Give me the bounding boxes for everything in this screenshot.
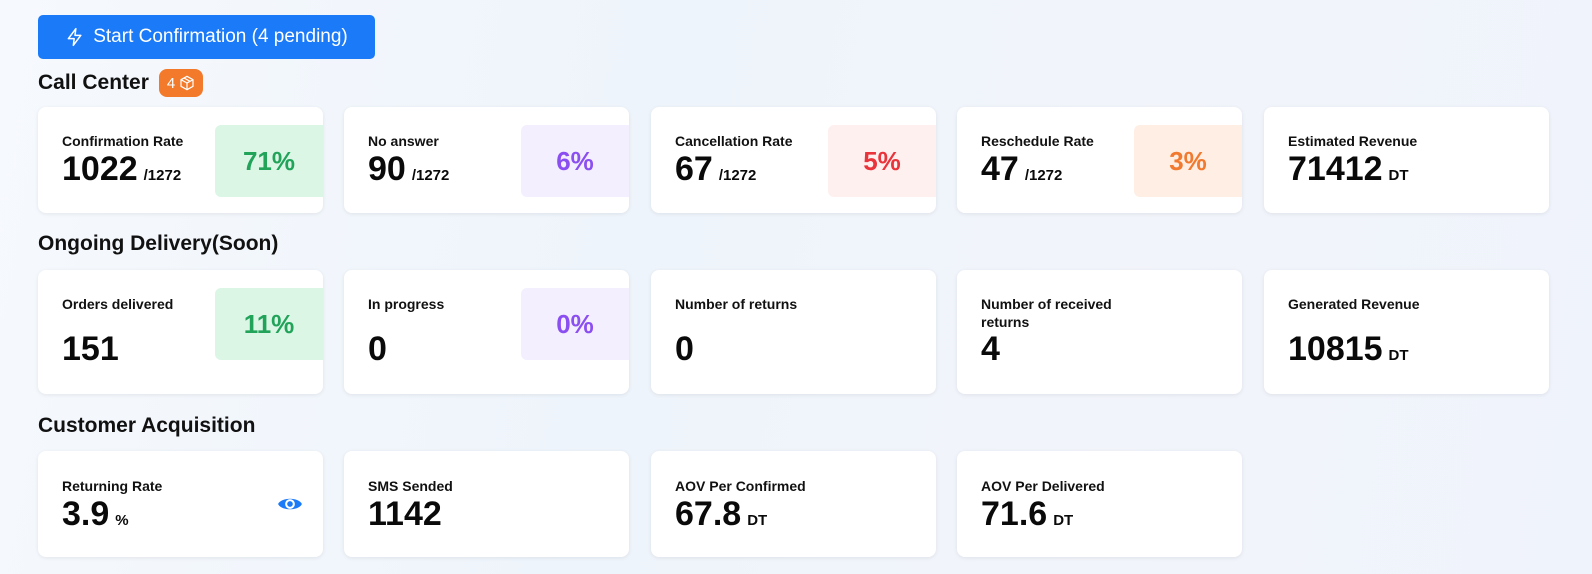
eye-icon[interactable]	[277, 491, 303, 517]
aov-confirmed-card: AOV Per Confirmed 67.8 DT	[651, 451, 936, 557]
confirmation-rate-card: Confirmation Rate 1022/1272 71%	[38, 107, 323, 213]
lightning-icon	[67, 27, 82, 47]
aov-delivered-card: AOV Per Delivered 71.6 DT	[957, 451, 1242, 557]
no-answer-value: 90	[368, 150, 406, 188]
orders-delivered-value: 151	[62, 330, 119, 368]
no-answer-card: No answer 90/1272 6%	[344, 107, 629, 213]
confirmation-percent: 71%	[215, 125, 323, 197]
currency-label: DT	[1388, 167, 1409, 184]
percent-label: %	[115, 512, 129, 529]
call-center-title: Call Center 4	[38, 69, 204, 97]
cancellation-total: /1272	[718, 167, 757, 184]
confirmation-value: 1022	[62, 150, 138, 188]
start-confirmation-button[interactable]: Start Confirmation (4 pending)	[38, 15, 375, 59]
generated-revenue-card: Generated Revenue 10815 DT	[1264, 270, 1549, 394]
customer-acquisition-title: Customer Acquisition	[38, 414, 256, 437]
start-confirmation-label: Start Confirmation (4 pending)	[93, 26, 348, 47]
number-of-returns-value: 0	[675, 330, 694, 368]
orders-delivered-percent: 11%	[215, 288, 323, 360]
sms-sended-value: 1142	[368, 495, 442, 533]
returning-rate-card: Returning Rate 3.9%	[38, 451, 323, 557]
generated-revenue-value: 10815	[1288, 330, 1383, 368]
in-progress-card: In progress 0 0%	[344, 270, 629, 394]
cancellation-value: 67	[675, 150, 713, 188]
ongoing-delivery-title: Ongoing Delivery(Soon)	[38, 232, 279, 255]
estimated-revenue-card: Estimated Revenue 71412 DT	[1264, 107, 1549, 213]
reschedule-percent: 3%	[1134, 125, 1242, 197]
sms-sended-card: SMS Sended 1142	[344, 451, 629, 557]
number-of-returns-card: Number of returns 0	[651, 270, 936, 394]
reschedule-value: 47	[981, 150, 1019, 188]
returning-rate-value: 3.9	[62, 495, 110, 533]
no-answer-percent: 6%	[521, 125, 629, 197]
currency-label: DT	[747, 512, 768, 529]
orders-delivered-card: Orders delivered 151 11%	[38, 270, 323, 394]
currency-label: DT	[1053, 512, 1074, 529]
no-answer-total: /1272	[411, 167, 450, 184]
cancellation-rate-card: Cancellation Rate 67/1272 5%	[651, 107, 936, 213]
aov-confirmed-value: 67.8	[675, 495, 742, 533]
received-returns-value: 4	[981, 330, 1000, 368]
confirmation-total: /1272	[143, 167, 182, 184]
pending-badge[interactable]: 4	[158, 69, 204, 97]
received-returns-card: Number of received returns 4	[957, 270, 1242, 394]
in-progress-value: 0	[368, 330, 387, 368]
reschedule-rate-card: Reschedule Rate 47/1272 3%	[957, 107, 1242, 213]
estimated-revenue-value: 71412	[1288, 150, 1383, 188]
cancellation-percent: 5%	[828, 125, 936, 197]
package-icon	[180, 75, 194, 91]
in-progress-percent: 0%	[521, 288, 629, 360]
aov-delivered-value: 71.6	[981, 495, 1048, 533]
reschedule-total: /1272	[1024, 167, 1063, 184]
currency-label: DT	[1388, 347, 1409, 364]
